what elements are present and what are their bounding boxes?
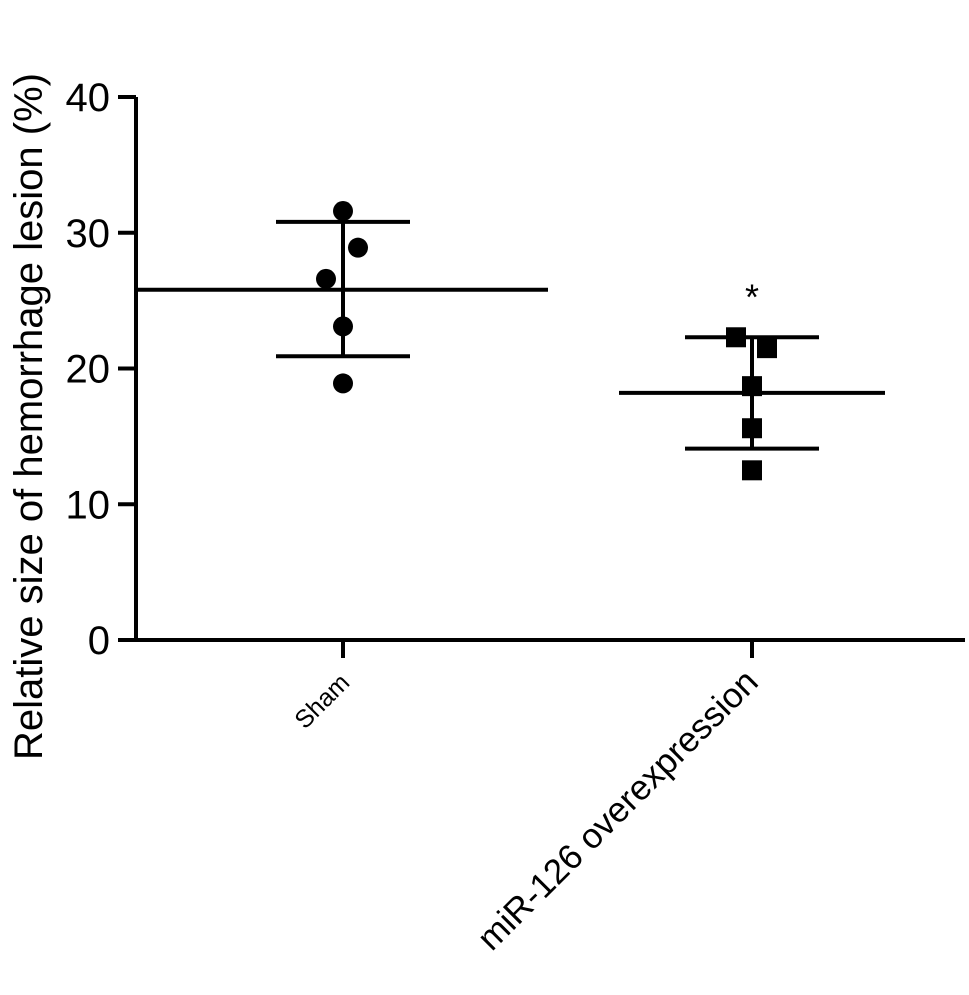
data-point	[742, 460, 762, 481]
x-ticks: Sham miR-126 overexpression	[289, 640, 766, 958]
data-point	[348, 237, 368, 258]
data-point	[333, 201, 353, 222]
data-point	[333, 373, 353, 394]
y-tick-label-10: 10	[66, 483, 111, 527]
data-point	[316, 268, 336, 289]
y-tick-label-0: 0	[88, 619, 110, 663]
data-groups: *	[138, 201, 885, 481]
y-ticks: 0 10 20 30 40	[66, 76, 136, 663]
group-2	[619, 327, 885, 481]
significance-asterisk: *	[745, 276, 759, 317]
data-point	[742, 376, 762, 397]
x-category-label-1: Sham	[289, 668, 355, 734]
y-tick-label-20: 20	[66, 348, 111, 392]
y-tick-label-40: 40	[66, 76, 111, 120]
group-1	[138, 201, 548, 394]
axes	[134, 97, 965, 642]
x-category-label-2: miR-126 overexpression	[470, 662, 766, 958]
data-point	[333, 316, 353, 337]
y-tick-label-30: 30	[66, 212, 111, 256]
data-point	[726, 327, 746, 348]
data-point	[757, 338, 777, 359]
y-axis-label: Relative size of hemorrhage lesion (%)	[7, 73, 51, 760]
data-point	[742, 418, 762, 439]
